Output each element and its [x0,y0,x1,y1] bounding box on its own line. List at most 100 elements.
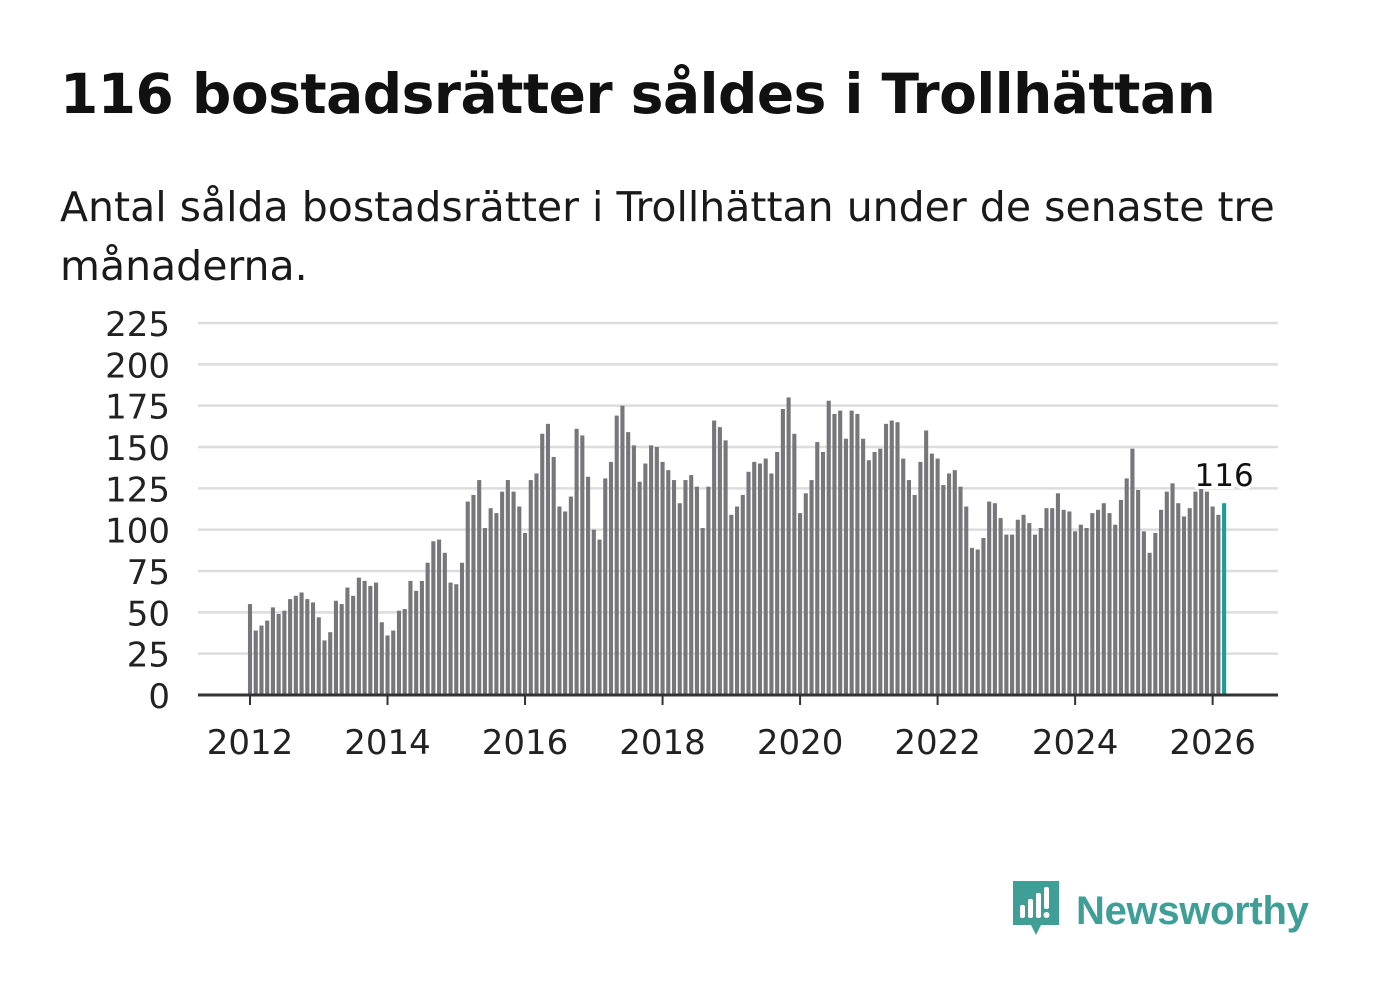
x-tick-label: 2022 [894,723,981,763]
bar [345,587,350,695]
x-tick-label: 2012 [207,723,294,763]
bar [597,539,602,695]
bar [339,604,344,695]
newsworthy-logo-icon [1010,878,1062,944]
bar [282,610,287,695]
bar [408,580,413,695]
bar [746,471,751,695]
bar [620,405,625,695]
bar [1090,513,1095,695]
bar [826,400,831,695]
bar [654,447,659,695]
bar [820,451,826,695]
bar [643,463,648,695]
bar [379,622,384,695]
bar [1027,523,1032,695]
bar [528,480,533,695]
bar [1124,478,1129,695]
bar [1038,528,1043,695]
bar [1153,532,1158,695]
bar [505,480,510,695]
bar [356,577,361,695]
bar [866,460,871,695]
y-tick-label: 100 [105,512,170,552]
bar [471,494,476,695]
bar [1101,503,1106,695]
bar [293,595,298,695]
y-tick-label: 125 [105,470,170,510]
bar [500,491,505,695]
newsworthy-logo: Newsworthy [1010,878,1309,944]
bar [694,486,699,695]
bar [385,635,390,695]
annotation-label: 116 [1195,458,1254,494]
y-tick-label: 225 [105,305,170,345]
y-tick-label: 50 [127,594,170,634]
bar [689,475,694,695]
bar [362,580,367,695]
y-tick-label: 175 [105,388,170,428]
bar [671,480,677,695]
bar [918,461,923,695]
newsworthy-logo-text: Newsworthy [1076,888,1309,933]
bar [322,640,327,695]
bar [425,562,430,695]
chart-title: 116 bostadsrätter såldes i Trollhättan [60,62,1216,126]
bar [1141,531,1146,695]
bar [465,501,470,695]
bar [901,458,906,695]
bar [786,397,791,695]
bar [1010,534,1015,695]
bar [775,451,780,695]
bar [706,486,711,695]
bar [1004,534,1009,695]
y-tick-label: 75 [127,553,170,593]
bar [586,476,591,695]
bar-highlight [1222,503,1227,695]
bar [649,445,654,695]
bar [660,461,665,695]
bar [987,501,992,695]
bar [815,442,820,695]
bar [637,481,642,695]
bar [1136,489,1141,695]
bar [1055,493,1060,695]
bar [1084,528,1089,695]
bar [414,590,419,695]
bar [952,470,957,695]
bar [580,435,585,695]
bar [419,580,424,695]
bar [1170,483,1175,695]
bar [1164,491,1169,695]
bar [259,625,264,695]
bar [861,438,866,695]
bar [975,549,980,695]
bar [1216,514,1221,695]
bar [511,491,516,695]
bar [631,445,636,695]
bar [1118,499,1124,695]
bar [992,503,997,695]
bar [551,456,556,695]
bar [981,537,986,695]
bar [540,433,545,695]
bar [1181,516,1187,695]
bar [1187,508,1192,695]
bar [563,511,568,695]
bar [265,620,270,695]
bar [792,433,797,695]
bar [591,529,596,695]
bar [1078,524,1083,695]
bars [247,397,1227,695]
bar [517,506,522,695]
bar [964,506,969,695]
bar [545,423,551,695]
bar [998,518,1003,695]
y-tick-label: 0 [148,677,170,717]
bar [253,630,258,695]
bar [396,610,402,695]
bar [809,480,814,695]
bar [442,552,447,695]
bar [912,494,917,695]
bar [895,422,900,695]
